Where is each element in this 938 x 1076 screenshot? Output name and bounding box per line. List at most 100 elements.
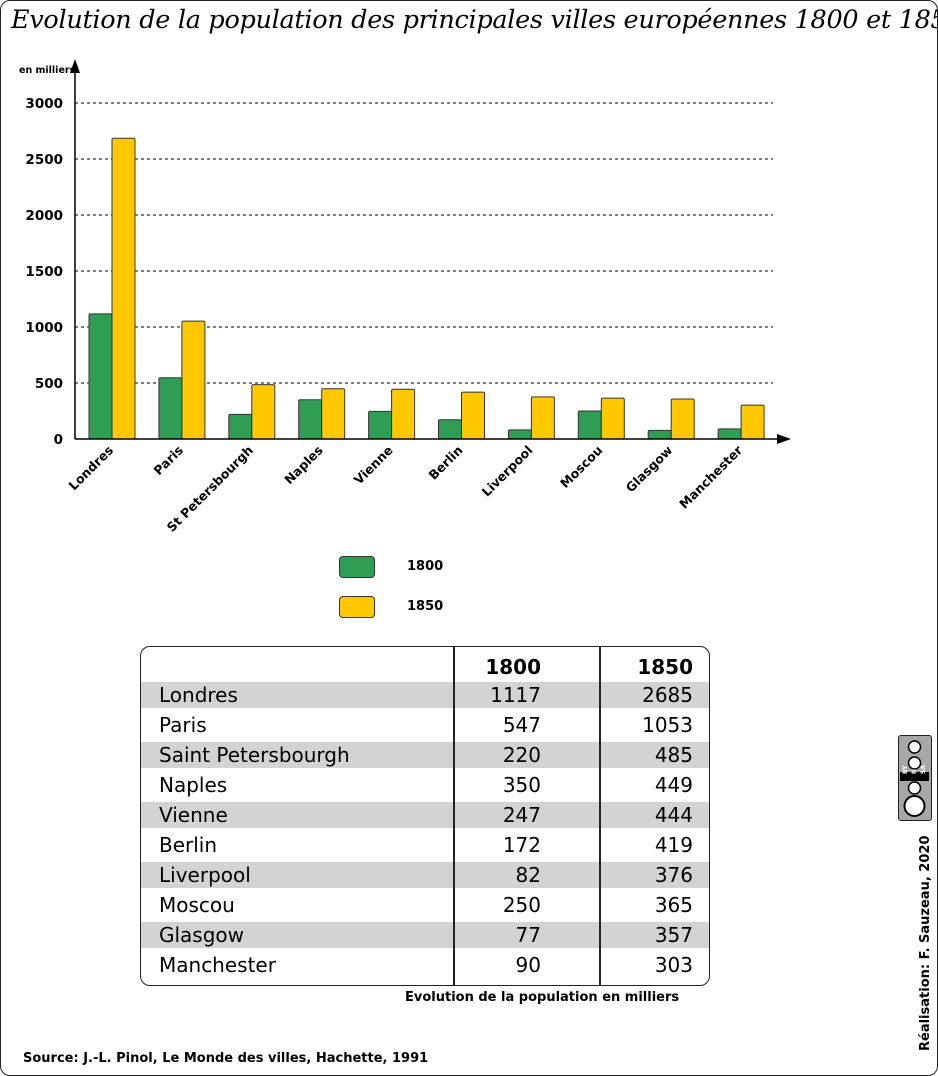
table-cell-1800: 547	[502, 713, 541, 737]
y-axis-ticks: 0 500 1000 1500 2000 2500 3000	[25, 96, 63, 448]
table-cell-city: Londres	[159, 683, 238, 707]
table-cell-1800: 172	[502, 833, 541, 857]
table-cell-1800: 350	[502, 773, 541, 797]
y-tick-label: 2500	[25, 152, 63, 168]
table-cell-1800: 220	[502, 743, 541, 767]
bar-1850	[251, 384, 276, 440]
table-row: Londres 1117 2685	[141, 682, 709, 708]
table-cell-1850: 303	[654, 953, 693, 977]
legend-label-1850: 1850	[407, 599, 444, 614]
table-column-divider	[453, 647, 455, 985]
chart-title: Evolution de la population des principal…	[11, 5, 938, 35]
table-row: Manchester 90 303	[141, 952, 709, 978]
table-cell-1800: 1117	[490, 683, 541, 707]
bar-1850	[111, 137, 136, 440]
table-header-1800: 1800	[485, 655, 541, 679]
table-row: Berlin 172 419	[141, 832, 709, 858]
x-tick-label: Berlin	[426, 443, 466, 483]
x-tick-label: Naples	[281, 443, 326, 488]
table-cell-city: Liverpool	[159, 863, 251, 887]
license-label: SA	[920, 765, 927, 774]
table-cell-1850: 1053	[642, 713, 693, 737]
table-cell-city: Glasgow	[159, 923, 245, 947]
table-cell-1800: 247	[502, 803, 541, 827]
bar-1800	[438, 419, 462, 440]
y-tick-label: 2000	[25, 208, 63, 224]
axes	[70, 59, 791, 444]
bar-1800	[717, 428, 742, 440]
x-tick-label: Londres	[66, 443, 117, 494]
x-tick-label: Glasgow	[623, 442, 676, 495]
legend-label-1800: 1800	[407, 559, 444, 574]
table-row: Naples 350 449	[141, 772, 709, 798]
table-cell-1800: 82	[515, 863, 541, 887]
bar-1850	[461, 391, 485, 440]
bar-1850	[321, 388, 346, 440]
bar-1850	[670, 398, 695, 440]
table-cell-1850: 485	[654, 743, 693, 767]
table-cell-1850: 376	[654, 863, 693, 887]
table-cell-city: Vienne	[159, 803, 228, 827]
table-cell-city: Manchester	[159, 953, 276, 977]
table-column-divider	[599, 647, 601, 985]
x-tick-label: Moscou	[557, 443, 605, 491]
table-cell-city: Saint Petersbourgh	[159, 743, 350, 767]
table-header-1850: 1850	[637, 655, 693, 679]
y-tick-label: 3000	[25, 96, 63, 112]
bar-1800	[577, 410, 602, 440]
table-row: Moscou 250 365	[141, 892, 709, 918]
x-tick-label: Vienne	[351, 443, 396, 488]
bar-1800	[228, 413, 253, 440]
bars	[88, 137, 765, 440]
bar-1800	[647, 429, 672, 440]
table-cell-1850: 365	[654, 893, 693, 917]
y-tick-label: 0	[54, 432, 63, 448]
table-cell-1850: 2685	[642, 683, 693, 707]
table-cell-1850: 419	[654, 833, 693, 857]
license-label: BY	[902, 765, 909, 774]
bar-1800	[88, 313, 113, 440]
table-cell-1800: 250	[502, 893, 541, 917]
table-row: Glasgow 77 357	[141, 922, 709, 948]
legend-swatch-1850	[339, 596, 375, 618]
cc-circle-icon	[903, 795, 926, 817]
credit-note: Réalisation: F. Sauzeau, 2020	[918, 835, 933, 1051]
y-axis-label: en milliers	[19, 65, 76, 76]
y-axis-arrow	[70, 59, 80, 73]
y-tick-label: 1000	[25, 320, 63, 336]
table-cell-1800: 77	[515, 923, 541, 947]
x-axis-arrow	[777, 434, 791, 444]
bar-1800	[507, 429, 532, 440]
x-tick-label: Manchester	[676, 442, 746, 512]
grid-lines	[75, 102, 773, 384]
table-cell-city: Moscou	[159, 893, 235, 917]
bar-1800	[298, 399, 323, 440]
by-circle-icon	[907, 781, 922, 795]
table-cell-city: Naples	[159, 773, 228, 797]
bar-1850	[740, 404, 765, 440]
table-cell-1850: 357	[654, 923, 693, 947]
creative-commons-by-nc-sa-icon: BY NC SA	[898, 735, 932, 821]
license-badge-graphic: BY NC SA	[900, 740, 929, 817]
table-cell-1850: 444	[654, 803, 693, 827]
nc-circle-icon	[907, 756, 922, 770]
bar-1800	[158, 377, 183, 440]
data-table: Londres 1117 2685 Paris 547 1053 Saint Petersb…	[140, 646, 710, 986]
y-tick-label: 1500	[25, 264, 63, 280]
bar-1850	[181, 320, 206, 440]
y-tick-label: 500	[35, 376, 63, 392]
bar-1850	[530, 396, 555, 440]
x-tick-label: Liverpool	[479, 443, 536, 500]
table-row: Paris 547 1053	[141, 712, 709, 738]
table-row: Vienne 247 444	[141, 802, 709, 828]
table-cell-1850: 449	[654, 773, 693, 797]
table-cell-city: Berlin	[159, 833, 218, 857]
sa-circle-icon	[907, 740, 922, 754]
source-note: Source: J.-L. Pinol, Le Monde des villes…	[23, 1051, 429, 1066]
table-caption: Evolution de la population en milliers	[405, 990, 680, 1005]
table-cell-city: Paris	[159, 713, 207, 737]
bar-1800	[368, 410, 393, 440]
